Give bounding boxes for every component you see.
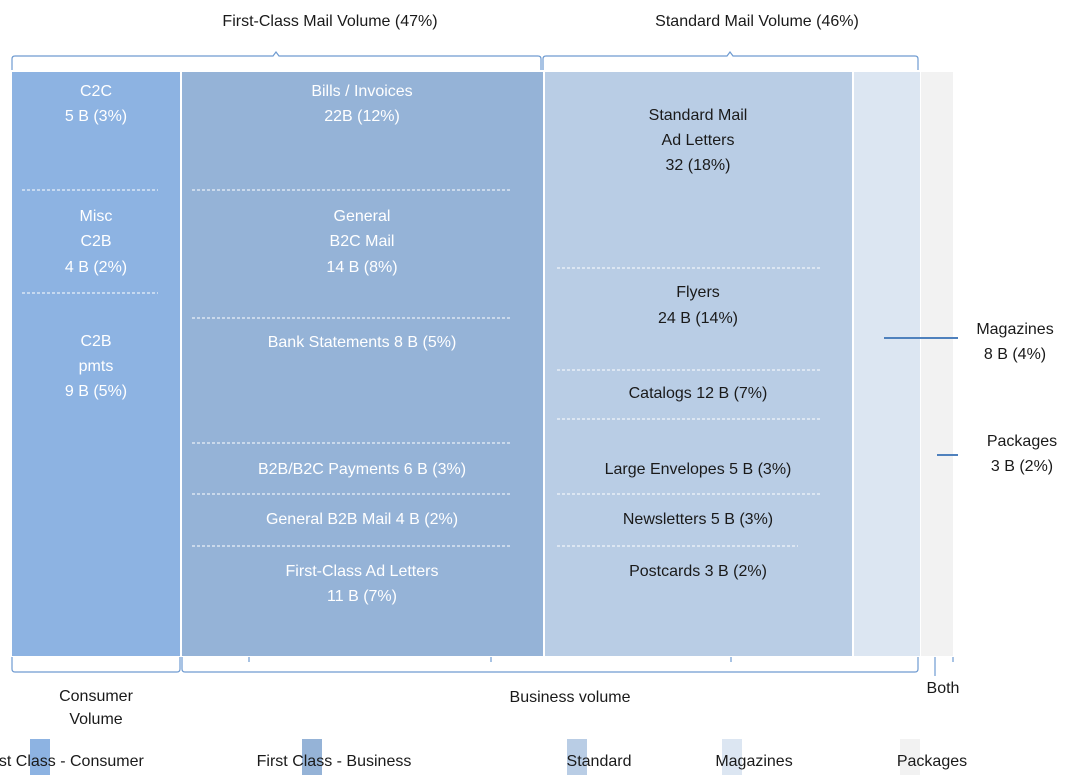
brace — [181, 657, 919, 673]
cell-label: 22B (12%) — [324, 108, 400, 125]
cell-label: 5 B (3%) — [65, 108, 127, 125]
cell-label: Bank Statements 8 B (5%) — [268, 334, 457, 351]
brace — [542, 51, 919, 70]
magazines-column — [854, 72, 920, 656]
cell-label: Standard Mail — [649, 107, 748, 124]
brace — [11, 657, 181, 673]
callout-label: 8 B (4%) — [984, 346, 1046, 363]
cell-label: C2C — [80, 83, 112, 100]
legend-label: First Class - Business — [257, 753, 412, 770]
footer-label: Business volume — [510, 689, 631, 706]
callout-label: Packages — [987, 433, 1057, 450]
cell-label: Newsletters 5 B (3%) — [623, 511, 773, 528]
cell-label: 9 B (5%) — [65, 383, 127, 400]
consumer-column — [12, 72, 180, 656]
legend-swatch — [302, 739, 322, 775]
brace — [934, 657, 954, 676]
cell-label: Large Envelopes 5 B (3%) — [605, 461, 792, 478]
dividers — [22, 189, 820, 547]
header: Standard Mail Volume (46%) — [655, 13, 859, 30]
cell-label: 24 B (14%) — [658, 310, 738, 327]
cell-label: C2B — [80, 333, 111, 350]
cell-label: Misc — [80, 208, 113, 225]
cell-label: 11 B (7%) — [327, 588, 397, 605]
cell-label: 32 (18%) — [666, 157, 731, 174]
cell-label: Ad Letters — [662, 132, 735, 149]
cell-label: Flyers — [676, 284, 720, 301]
footer-label: Both — [927, 680, 960, 697]
packages-column — [921, 72, 953, 656]
cell-label: First-Class Ad Letters — [286, 563, 439, 580]
cell-label: Catalogs 12 B (7%) — [629, 385, 768, 402]
legend-swatch — [30, 739, 50, 775]
standard-column — [545, 72, 852, 656]
legend-swatch — [722, 739, 742, 775]
brace — [11, 51, 542, 70]
cell-label: pmts — [79, 358, 114, 375]
cell-label: General — [334, 208, 391, 225]
cell-label: B2C Mail — [330, 233, 395, 250]
callout-label: 3 B (2%) — [991, 458, 1053, 475]
legend-label: First Class - Consumer — [0, 753, 144, 770]
cell-label: B2B/B2C Payments 6 B (3%) — [258, 461, 466, 478]
legend-label: Packages — [897, 753, 967, 770]
cell-label: Bills / Invoices — [311, 83, 412, 100]
callout-label: Magazines — [976, 321, 1053, 338]
cell-label: 14 B (8%) — [326, 259, 397, 276]
business-column — [182, 72, 543, 656]
cell-label: C2B — [80, 233, 111, 250]
legend-swatch — [567, 739, 587, 775]
legend-label: Magazines — [715, 753, 792, 770]
cell-label: General B2B Mail 4 B (2%) — [266, 511, 458, 528]
cell-label: Postcards 3 B (2%) — [629, 563, 767, 580]
header: First-Class Mail Volume (47%) — [222, 13, 437, 30]
legend-label: Standard — [567, 753, 632, 770]
legend-swatch — [900, 739, 920, 775]
footer-label: Volume — [69, 711, 122, 728]
cell-label: 4 B (2%) — [65, 259, 127, 276]
footer-label: Consumer — [59, 688, 133, 705]
